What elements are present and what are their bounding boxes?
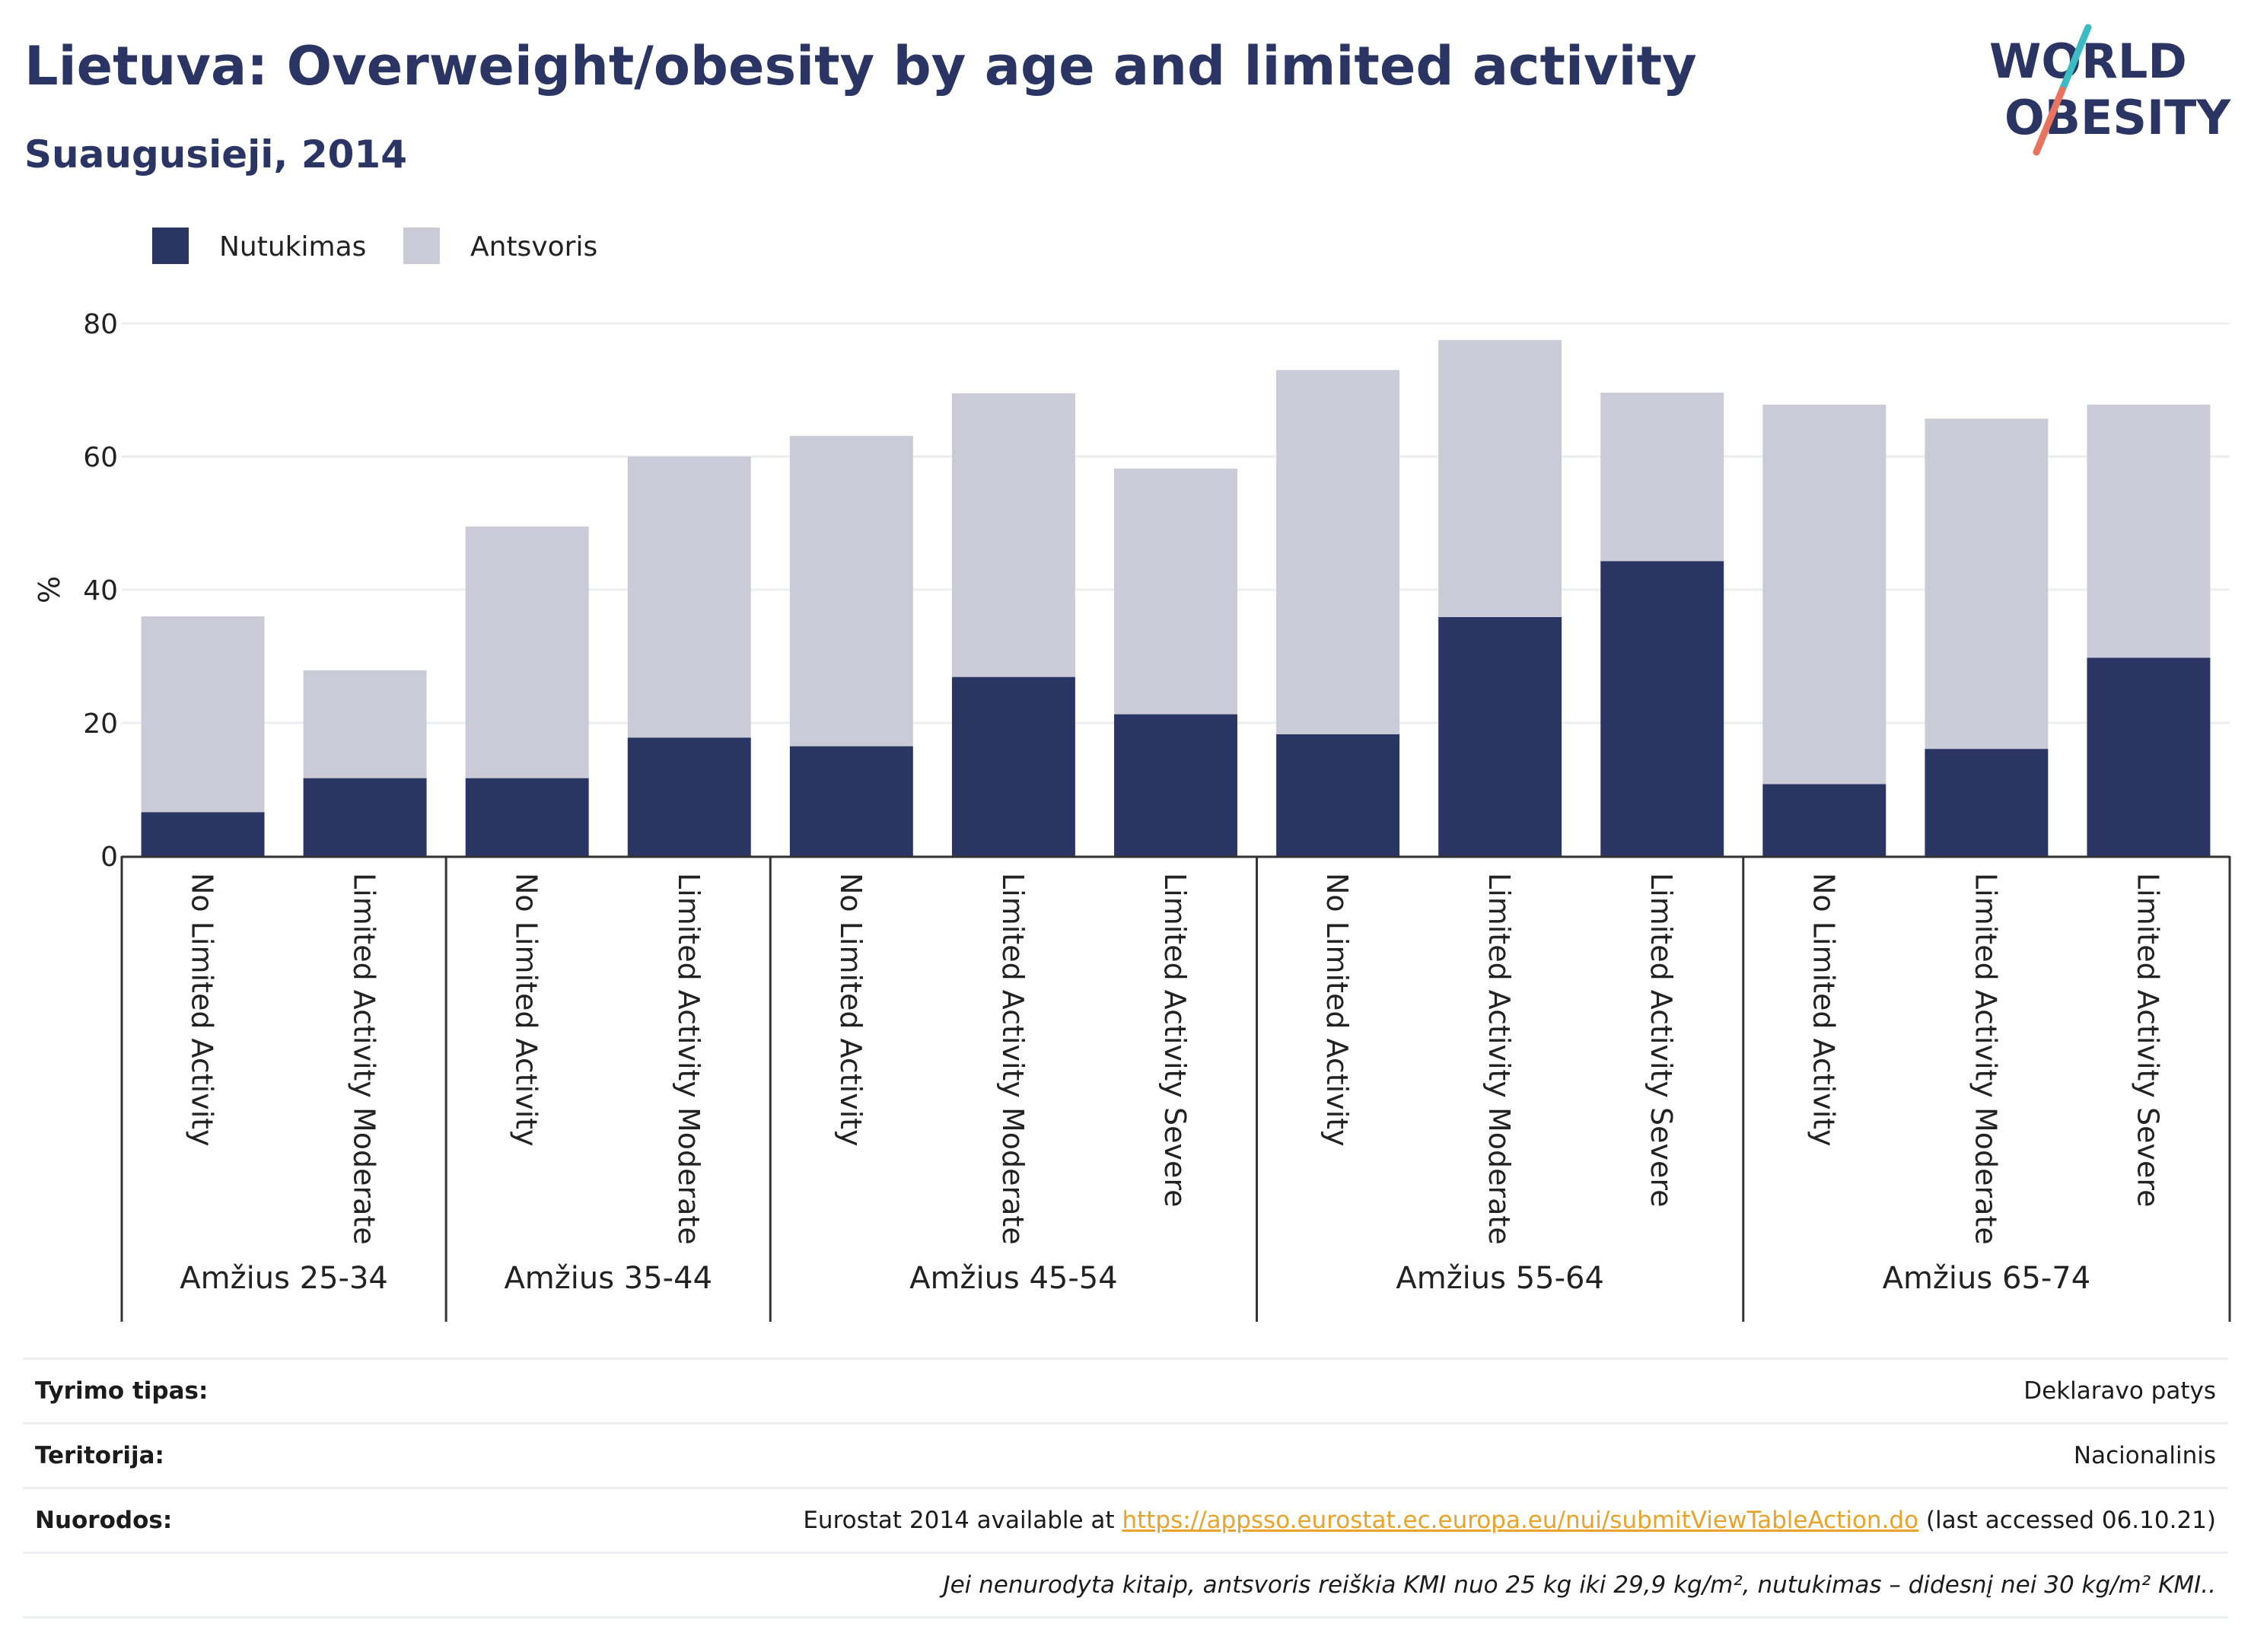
x-group-label: Amžius 25-34 — [180, 1261, 388, 1296]
logo-slash-teal — [2058, 24, 2092, 94]
y-tick-label: 40 — [83, 575, 118, 606]
meta-row-note: Jei nenurodyta kitaip, antsvoris reiškia… — [23, 1554, 2228, 1619]
y-tick-label: 80 — [83, 309, 118, 340]
meta-label-survey-type: Tyrimo tipas: — [35, 1377, 209, 1405]
x-category-label: Limited Activity Severe — [1158, 873, 1192, 1208]
x-category-label: Limited Activity Severe — [2131, 873, 2164, 1208]
x-category-label: Limited Activity Moderate — [1969, 873, 2002, 1245]
bar-overweight — [303, 670, 427, 778]
bar-obesity — [1114, 714, 1237, 856]
definition-note: Jei nenurodyta kitaip, antsvoris reiškia… — [943, 1571, 2216, 1599]
bar-overweight — [627, 457, 751, 738]
bar-obesity — [627, 737, 751, 856]
x-group-label: Amžius 35-44 — [504, 1261, 712, 1296]
source-suffix: (last accessed 06.10.21) — [1918, 1507, 2216, 1534]
x-category-label: Limited Activity Severe — [1644, 873, 1678, 1208]
bar-obesity — [465, 778, 589, 856]
bar-overweight — [1276, 370, 1400, 734]
x-category-label: Limited Activity Moderate — [672, 873, 705, 1245]
legend-swatch-obesity — [152, 228, 189, 264]
bar-obesity — [1600, 561, 1724, 856]
y-tick-label: 20 — [83, 708, 118, 740]
chart-title: Lietuva: Overweight/obesity by age and l… — [24, 35, 1697, 97]
world-obesity-logo: WORLD OBESITY — [1989, 24, 2231, 156]
meta-row-references: Nuorodos: Eurostat 2014 available at htt… — [23, 1489, 2228, 1554]
logo-line-1: WORLD — [1989, 33, 2187, 89]
source-prefix: Eurostat 2014 available at — [803, 1507, 1122, 1534]
bar-obesity — [141, 812, 265, 856]
bar-overweight — [465, 526, 589, 778]
logo-line-2: OBESITY — [2004, 90, 2231, 145]
bar-overweight — [1925, 419, 2049, 750]
x-category-label: No Limited Activity — [510, 873, 543, 1147]
bar-obesity — [1925, 749, 2049, 856]
metadata-table: Tyrimo tipas: Deklaravo patys Teritorija… — [23, 1358, 2228, 1619]
x-category-label: Limited Activity Moderate — [348, 873, 381, 1245]
bar-overweight — [1438, 339, 1562, 617]
source-link[interactable]: https://appsso.eurostat.ec.europa.eu/nui… — [1122, 1507, 1919, 1534]
y-tick-label: 60 — [83, 442, 118, 473]
bar-overweight — [2087, 404, 2211, 658]
meta-label-territory: Teritorija: — [35, 1442, 164, 1469]
bar-obesity — [2087, 657, 2211, 856]
bar-obesity — [1276, 734, 1400, 856]
x-category-label: Limited Activity Moderate — [996, 873, 1030, 1245]
bar-obesity — [789, 746, 913, 856]
meta-value-survey-type: Deklaravo patys — [2023, 1377, 2216, 1405]
x-category-label: No Limited Activity — [186, 873, 219, 1147]
meta-value-references: Eurostat 2014 available at https://appss… — [803, 1507, 2216, 1534]
bar-obesity — [1438, 616, 1562, 856]
x-category-label: No Limited Activity — [1320, 873, 1354, 1147]
bar-obesity — [951, 676, 1075, 856]
bar-overweight — [789, 435, 913, 746]
legend-label-overweight: Antsvoris — [470, 231, 597, 263]
x-group-label: Amžius 45-54 — [909, 1261, 1118, 1296]
bar-overweight — [1114, 468, 1237, 715]
meta-row-territory: Teritorija: Nacionalinis — [23, 1424, 2228, 1489]
bar-overweight — [141, 616, 265, 813]
stacked-bar-chart: Nutukimas Antsvoris 0 20 40 60 80% No Limited A… — [33, 228, 2231, 1322]
logo-slash-coral — [2033, 86, 2066, 156]
chart-subtitle: Suaugusieji, 2014 — [24, 132, 407, 177]
bar-obesity — [303, 778, 427, 856]
bar-overweight — [1600, 393, 1724, 562]
bar-obesity — [1762, 784, 1886, 856]
bar-overweight — [1762, 404, 1886, 785]
x-category-label: No Limited Activity — [834, 873, 868, 1147]
x-group-label: Amžius 65-74 — [1883, 1261, 2091, 1296]
bar-overweight — [951, 393, 1075, 677]
y-axis-label: % — [33, 576, 66, 603]
x-group-label: Amžius 55-64 — [1396, 1261, 1604, 1296]
legend-swatch-overweight — [403, 228, 440, 264]
meta-value-territory: Nacionalinis — [2073, 1442, 2216, 1469]
legend-label-obesity: Nutukimas — [219, 231, 366, 263]
y-tick-label: 0 — [100, 842, 118, 873]
x-category-label: No Limited Activity — [1807, 873, 1840, 1147]
meta-label-references: Nuorodos: — [35, 1507, 173, 1534]
x-category-label: Limited Activity Moderate — [1482, 873, 1516, 1245]
meta-row-survey-type: Tyrimo tipas: Deklaravo patys — [23, 1358, 2228, 1424]
